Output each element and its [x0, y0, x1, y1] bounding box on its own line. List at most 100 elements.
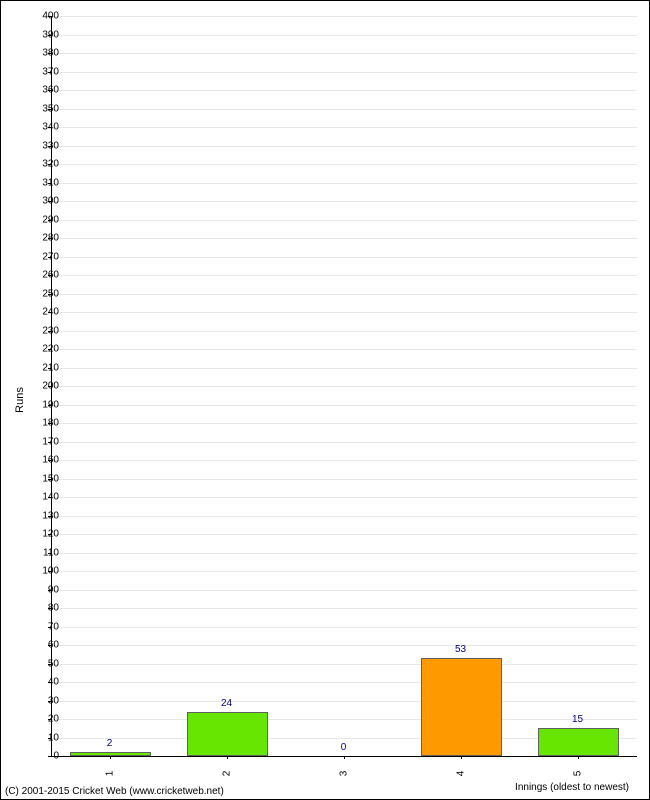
y-tick-label: 10 [29, 732, 59, 743]
y-tick-label: 350 [29, 103, 59, 114]
y-tick-label: 380 [29, 48, 59, 59]
x-tick-mark [110, 756, 111, 759]
y-tick-label: 160 [29, 455, 59, 466]
y-tick-label: 220 [29, 344, 59, 355]
copyright-text: (C) 2001-2015 Cricket Web (www.cricketwe… [5, 786, 224, 797]
x-tick-label: 5 [572, 771, 583, 777]
y-tick-label: 140 [29, 492, 59, 503]
y-tick-label: 60 [29, 640, 59, 651]
gridline [52, 331, 637, 332]
x-tick-label: 2 [221, 771, 232, 777]
y-axis-label: Runs [14, 387, 26, 413]
y-tick-label: 230 [29, 325, 59, 336]
y-tick-label: 400 [29, 11, 59, 22]
gridline [52, 257, 637, 258]
gridline [52, 183, 637, 184]
y-tick-label: 90 [29, 584, 59, 595]
y-tick-label: 110 [29, 547, 59, 558]
bar-value-label: 15 [572, 714, 583, 725]
y-tick-label: 320 [29, 159, 59, 170]
x-tick-label: 3 [338, 771, 349, 777]
y-tick-label: 20 [29, 714, 59, 725]
gridline [52, 497, 637, 498]
gridline [52, 719, 637, 720]
bar-value-label: 2 [107, 738, 113, 749]
x-tick-label: 4 [455, 771, 466, 777]
x-tick-label: 1 [104, 771, 115, 777]
y-tick-label: 50 [29, 658, 59, 669]
gridline [52, 590, 637, 591]
gridline [52, 220, 637, 221]
gridline [52, 312, 637, 313]
y-tick-label: 70 [29, 621, 59, 632]
gridline [52, 127, 637, 128]
gridline [52, 90, 637, 91]
gridline [52, 442, 637, 443]
y-tick-label: 80 [29, 603, 59, 614]
gridline [52, 201, 637, 202]
y-tick-label: 0 [29, 751, 59, 762]
y-tick-label: 30 [29, 695, 59, 706]
x-tick-mark [578, 756, 579, 759]
y-tick-label: 260 [29, 270, 59, 281]
gridline [52, 35, 637, 36]
gridline [52, 553, 637, 554]
gridline [52, 423, 637, 424]
gridline [52, 53, 637, 54]
gridline [52, 627, 637, 628]
chart-container: Runs Innings (oldest to newest) (C) 2001… [0, 0, 650, 800]
y-tick-label: 40 [29, 677, 59, 688]
gridline [52, 275, 637, 276]
x-axis-label: Innings (oldest to newest) [515, 782, 629, 793]
y-tick-label: 270 [29, 251, 59, 262]
bar [538, 728, 620, 756]
bar-value-label: 0 [341, 742, 347, 753]
gridline [52, 479, 637, 480]
gridline [52, 516, 637, 517]
y-tick-label: 200 [29, 381, 59, 392]
y-tick-label: 180 [29, 418, 59, 429]
gridline [52, 349, 637, 350]
y-tick-label: 290 [29, 214, 59, 225]
y-tick-label: 240 [29, 307, 59, 318]
y-tick-label: 390 [29, 29, 59, 40]
y-tick-label: 210 [29, 362, 59, 373]
y-tick-label: 310 [29, 177, 59, 188]
y-tick-label: 360 [29, 85, 59, 96]
gridline [52, 534, 637, 535]
y-tick-label: 130 [29, 510, 59, 521]
gridline [52, 386, 637, 387]
bar [187, 712, 269, 756]
gridline [52, 608, 637, 609]
gridline [52, 645, 637, 646]
y-tick-label: 120 [29, 529, 59, 540]
y-tick-label: 280 [29, 233, 59, 244]
y-tick-label: 100 [29, 566, 59, 577]
x-tick-mark [461, 756, 462, 759]
gridline [52, 294, 637, 295]
gridline [52, 460, 637, 461]
y-tick-label: 340 [29, 122, 59, 133]
plot-area [51, 16, 637, 757]
gridline [52, 405, 637, 406]
y-tick-label: 370 [29, 66, 59, 77]
y-tick-label: 330 [29, 140, 59, 151]
bar [421, 658, 503, 756]
y-tick-label: 190 [29, 399, 59, 410]
gridline [52, 571, 637, 572]
gridline [52, 164, 637, 165]
x-tick-mark [344, 756, 345, 759]
gridline [52, 146, 637, 147]
y-tick-label: 300 [29, 196, 59, 207]
gridline [52, 16, 637, 17]
x-tick-mark [227, 756, 228, 759]
gridline [52, 109, 637, 110]
gridline [52, 664, 637, 665]
y-tick-label: 150 [29, 473, 59, 484]
bar-value-label: 53 [455, 644, 466, 655]
bar-value-label: 24 [221, 698, 232, 709]
gridline [52, 72, 637, 73]
y-tick-label: 250 [29, 288, 59, 299]
gridline [52, 701, 637, 702]
gridline [52, 368, 637, 369]
